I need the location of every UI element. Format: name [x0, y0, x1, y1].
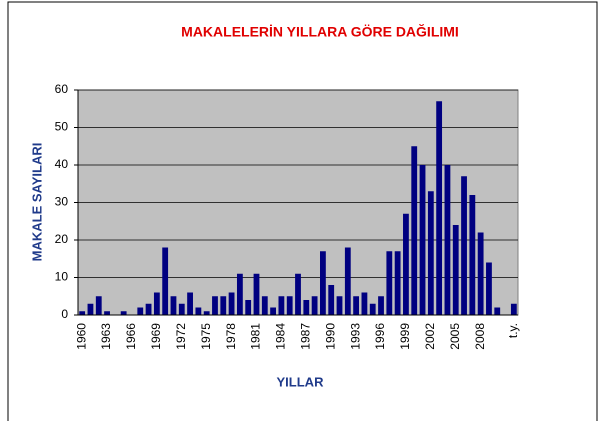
bar	[419, 165, 426, 315]
bar	[212, 296, 218, 315]
x-tick-label: 1975	[199, 323, 213, 350]
bar	[236, 273, 243, 315]
bar	[328, 285, 335, 315]
bar	[195, 307, 202, 315]
bar	[286, 296, 293, 315]
x-axis-label: YILLAR	[277, 374, 325, 389]
bar	[261, 296, 268, 315]
bar	[469, 195, 476, 315]
bar	[278, 296, 285, 315]
x-tick-label: 1969	[149, 323, 163, 350]
bar	[79, 311, 86, 315]
x-tick-label: t.y.	[506, 323, 520, 338]
y-axis-label: MAKALE SAYILARI	[29, 143, 44, 262]
x-tick-label: 2005	[448, 323, 462, 350]
x-tick-label: 1978	[224, 323, 238, 350]
frame	[7, 1, 598, 421]
bar	[411, 146, 418, 315]
bar	[120, 311, 127, 315]
y-tick-label: 40	[55, 157, 69, 171]
bar	[320, 251, 326, 315]
bar	[153, 292, 160, 315]
y-tick-label: 30	[55, 195, 69, 209]
bar	[295, 273, 301, 315]
bar	[270, 307, 276, 315]
bar	[394, 251, 401, 315]
bar	[378, 296, 384, 315]
x-tick-label: 1960	[74, 323, 88, 350]
bar	[486, 262, 492, 315]
x-tick-label: 1963	[99, 323, 113, 350]
y-tick-label: 10	[55, 270, 69, 284]
bar	[494, 307, 501, 315]
bar	[444, 165, 451, 315]
bar	[228, 292, 235, 315]
bar	[104, 311, 110, 315]
bar	[452, 225, 459, 315]
x-tick-label: 1993	[348, 323, 362, 350]
bar	[245, 300, 252, 315]
x-tick-label: 1984	[274, 323, 288, 350]
y-tick-label: 20	[55, 232, 69, 246]
bar	[178, 303, 185, 315]
bar	[162, 247, 169, 315]
bar	[311, 296, 318, 315]
x-tick-label: 1996	[373, 323, 387, 350]
bar	[353, 296, 360, 315]
bar	[403, 213, 409, 315]
x-tick-label: 2002	[423, 323, 437, 350]
x-tick-label: 1990	[323, 323, 337, 350]
bar	[336, 296, 343, 315]
bar	[253, 273, 260, 315]
bar	[187, 292, 193, 315]
bar	[87, 303, 94, 315]
bar	[344, 247, 351, 315]
y-tick-label: 60	[55, 82, 69, 96]
bar	[303, 300, 310, 315]
bar	[461, 176, 467, 315]
bar	[145, 303, 152, 315]
bar	[361, 292, 368, 315]
bar	[510, 303, 517, 315]
bar	[137, 307, 144, 315]
bar	[95, 296, 102, 315]
x-tick-label: 1999	[398, 323, 412, 350]
x-tick-label: 1987	[298, 323, 312, 350]
bar	[203, 311, 210, 315]
bar	[170, 296, 177, 315]
x-tick-label: 1972	[174, 323, 188, 350]
x-tick-label: 1966	[124, 323, 138, 350]
y-tick-label: 50	[55, 120, 69, 134]
bar	[436, 101, 443, 315]
x-tick-label: 1981	[249, 323, 263, 350]
bar	[477, 232, 484, 315]
bar	[386, 251, 393, 315]
bar	[427, 191, 434, 315]
y-tick-label: 0	[61, 307, 68, 321]
bar	[220, 296, 227, 315]
chart-title: MAKALELERİN YILLARA GÖRE DAĞILIMI	[181, 23, 459, 40]
bar	[369, 303, 376, 315]
x-tick-label: 2008	[473, 323, 487, 350]
